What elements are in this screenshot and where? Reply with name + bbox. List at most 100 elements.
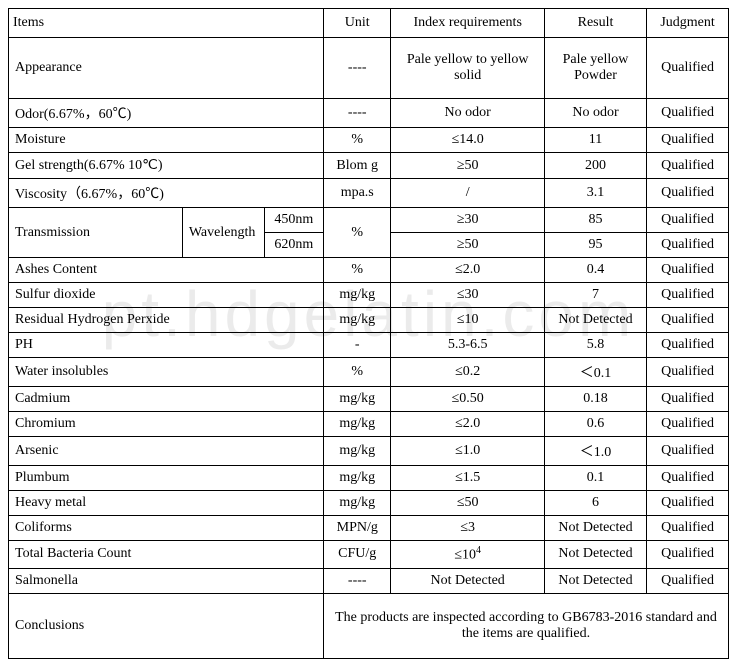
cell-index: ≤1.0 <box>391 437 544 466</box>
cell-result: 3.1 <box>544 179 646 208</box>
table-row: Total Bacteria CountCFU/g≤104Not Detecte… <box>9 541 729 569</box>
table-row: Ashes Content%≤2.00.4Qualified <box>9 258 729 283</box>
cell-judgment: Qualified <box>647 308 729 333</box>
cell-unit: mg/kg <box>324 437 391 466</box>
cell-result: 85 <box>544 208 646 233</box>
cell-item: PH <box>9 333 324 358</box>
cell-index: ≤14.0 <box>391 128 544 153</box>
cell-unit: mg/kg <box>324 412 391 437</box>
cell-result: Not Detected <box>544 308 646 333</box>
cell-unit: mpa.s <box>324 179 391 208</box>
cell-item: Salmonella <box>9 568 324 593</box>
cell-unit: % <box>324 208 391 258</box>
cell-item: Sulfur dioxide <box>9 283 324 308</box>
cell-unit: ---- <box>324 568 391 593</box>
cell-judgment: Qualified <box>647 153 729 179</box>
table-row: Viscosity（6.67%，60℃)mpa.s/3.1Qualified <box>9 179 729 208</box>
cell-item: Total Bacteria Count <box>9 541 324 569</box>
cell-unit: mg/kg <box>324 387 391 412</box>
cell-result: ＜0.1 <box>544 358 646 387</box>
cell-result: 200 <box>544 153 646 179</box>
cell-index: ≤0.2 <box>391 358 544 387</box>
cell-unit: CFU/g <box>324 541 391 569</box>
table-row: Arsenicmg/kg≤1.0＜1.0Qualified <box>9 437 729 466</box>
cell-result: ＜1.0 <box>544 437 646 466</box>
cell-unit: mg/kg <box>324 283 391 308</box>
header-result: Result <box>544 9 646 38</box>
cell-index: Not Detected <box>391 568 544 593</box>
cell-result: Not Detected <box>544 568 646 593</box>
cell-item: Gel strength(6.67% 10℃) <box>9 153 324 179</box>
cell-judgment: Qualified <box>647 333 729 358</box>
cell-judgment: Qualified <box>647 283 729 308</box>
table-header-row: Items Unit Index requirements Result Jud… <box>9 9 729 38</box>
cell-item: Plumbum <box>9 466 324 491</box>
cell-result: Not Detected <box>544 541 646 569</box>
cell-index: 5.3-6.5 <box>391 333 544 358</box>
cell-result: 95 <box>544 233 646 258</box>
cell-result: 7 <box>544 283 646 308</box>
table-row: Plumbummg/kg≤1.50.1Qualified <box>9 466 729 491</box>
table-row: Heavy metalmg/kg≤506Qualified <box>9 491 729 516</box>
cell-index: ≤104 <box>391 541 544 569</box>
cell-item: Ashes Content <box>9 258 324 283</box>
cell-index: ≥50 <box>391 233 544 258</box>
cell-unit: % <box>324 358 391 387</box>
cell-index: ≤3 <box>391 516 544 541</box>
cell-result: 0.4 <box>544 258 646 283</box>
cell-unit: Blom g <box>324 153 391 179</box>
cell-unit: - <box>324 333 391 358</box>
table-row: Appearance----Pale yellow to yellow soli… <box>9 38 729 99</box>
cell-item: Odor(6.67%，60℃) <box>9 99 324 128</box>
table-row: Chromiummg/kg≤2.00.6Qualified <box>9 412 729 437</box>
cell-result: 5.8 <box>544 333 646 358</box>
cell-result: 0.6 <box>544 412 646 437</box>
cell-result: No odor <box>544 99 646 128</box>
cell-item: Moisture <box>9 128 324 153</box>
cell-wavelength-value: 450nm <box>264 208 323 233</box>
cell-item: Arsenic <box>9 437 324 466</box>
cell-judgment: Qualified <box>647 179 729 208</box>
cell-conclusions-text: The products are inspected according to … <box>324 593 729 658</box>
table-row: PH-5.3-6.55.8Qualified <box>9 333 729 358</box>
cell-wavelength-value: 620nm <box>264 233 323 258</box>
table-row: ColiformsMPN/g≤3Not DetectedQualified <box>9 516 729 541</box>
cell-item: Water insolubles <box>9 358 324 387</box>
cell-judgment: Qualified <box>647 258 729 283</box>
cell-result: 0.1 <box>544 466 646 491</box>
cell-index: ≤2.0 <box>391 258 544 283</box>
header-judgment: Judgment <box>647 9 729 38</box>
table-row: Salmonella----Not DetectedNot DetectedQu… <box>9 568 729 593</box>
cell-result: 11 <box>544 128 646 153</box>
cell-item: Chromium <box>9 412 324 437</box>
cell-index: ≤0.50 <box>391 387 544 412</box>
header-unit: Unit <box>324 9 391 38</box>
header-index: Index requirements <box>391 9 544 38</box>
table-row: Cadmiummg/kg≤0.500.18Qualified <box>9 387 729 412</box>
cell-judgment: Qualified <box>647 208 729 233</box>
cell-judgment: Qualified <box>647 466 729 491</box>
table-row: Gel strength(6.67% 10℃)Blom g≥50200Quali… <box>9 153 729 179</box>
table-row: Residual Hydrogen Perxidemg/kg≤10Not Det… <box>9 308 729 333</box>
cell-index: / <box>391 179 544 208</box>
cell-index: ≤1.5 <box>391 466 544 491</box>
header-items: Items <box>9 9 324 38</box>
cell-unit: ---- <box>324 38 391 99</box>
cell-judgment: Qualified <box>647 491 729 516</box>
table-row-conclusions: ConclusionsThe products are inspected ac… <box>9 593 729 658</box>
cell-item: Residual Hydrogen Perxide <box>9 308 324 333</box>
table-row-transmission: TransmissionWavelength450nm%≥3085Qualifi… <box>9 208 729 233</box>
cell-judgment: Qualified <box>647 233 729 258</box>
certificate-table: Items Unit Index requirements Result Jud… <box>8 8 729 659</box>
cell-judgment: Qualified <box>647 412 729 437</box>
cell-unit: % <box>324 128 391 153</box>
cell-unit: mg/kg <box>324 491 391 516</box>
table-row: Odor(6.67%，60℃)----No odorNo odorQualifi… <box>9 99 729 128</box>
cell-result: 0.18 <box>544 387 646 412</box>
cell-judgment: Qualified <box>647 516 729 541</box>
cell-index: ≤2.0 <box>391 412 544 437</box>
cell-unit: % <box>324 258 391 283</box>
cell-item: Cadmium <box>9 387 324 412</box>
table-row: Sulfur dioxidemg/kg≤307Qualified <box>9 283 729 308</box>
cell-index: ≤50 <box>391 491 544 516</box>
